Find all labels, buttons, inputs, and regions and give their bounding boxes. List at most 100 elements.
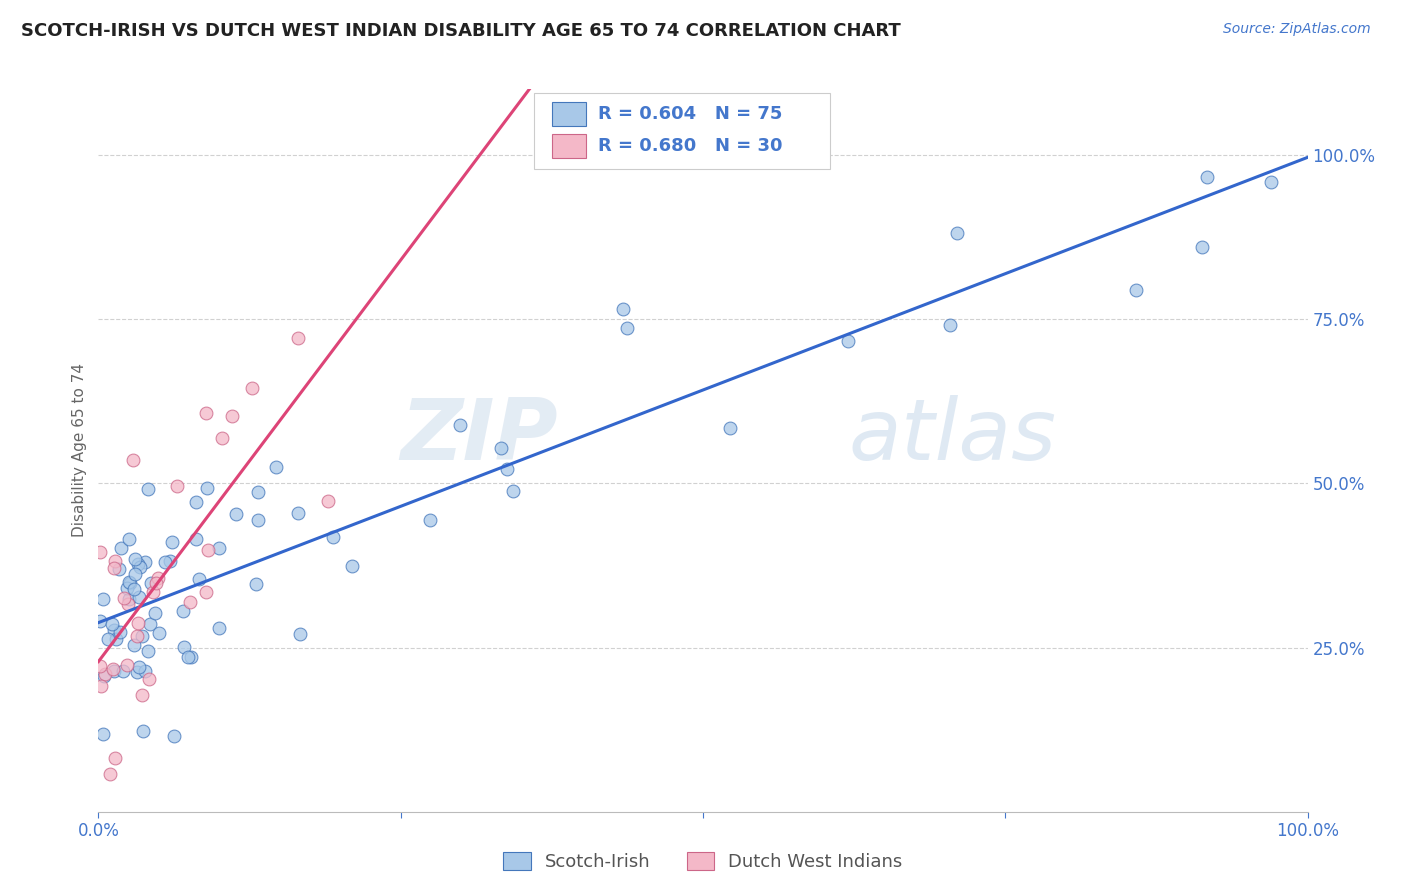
FancyBboxPatch shape <box>551 134 586 158</box>
Point <box>93 669 115 683</box>
Point <box>138 673 160 687</box>
Point <box>103 751 125 765</box>
Point <box>136 482 159 496</box>
Point <box>419 513 441 527</box>
Point <box>612 301 634 316</box>
Point <box>163 729 186 743</box>
Point <box>125 665 148 680</box>
Point <box>108 625 131 640</box>
Point <box>118 574 141 589</box>
Point <box>188 572 211 586</box>
Point <box>89 658 111 673</box>
Point <box>489 442 512 456</box>
Text: ZIP: ZIP <box>401 394 558 477</box>
Point <box>287 507 309 521</box>
Point <box>195 406 218 420</box>
Point <box>94 666 117 681</box>
FancyBboxPatch shape <box>551 103 586 126</box>
Point <box>127 558 149 572</box>
Point <box>136 643 159 657</box>
Legend: Scotch-Irish, Dutch West Indians: Scotch-Irish, Dutch West Indians <box>496 846 910 879</box>
Point <box>128 660 150 674</box>
Point <box>112 664 135 678</box>
Point <box>945 226 967 240</box>
Point <box>172 604 194 618</box>
Point <box>287 331 309 345</box>
Point <box>122 638 145 652</box>
Point <box>141 576 163 591</box>
Point <box>131 629 153 643</box>
Point <box>290 627 312 641</box>
Point <box>616 321 638 335</box>
Point <box>127 629 149 643</box>
Point <box>128 590 150 604</box>
Point <box>316 493 339 508</box>
Point <box>124 551 146 566</box>
Point <box>103 561 125 575</box>
Point <box>173 640 195 654</box>
Point <box>246 484 269 499</box>
Point <box>179 595 201 609</box>
Point <box>101 662 124 676</box>
Point <box>495 462 517 476</box>
Point <box>148 625 170 640</box>
Point <box>100 617 122 632</box>
Point <box>117 598 139 612</box>
FancyBboxPatch shape <box>534 93 830 169</box>
Point <box>155 555 177 569</box>
Point <box>129 560 152 574</box>
Point <box>208 621 231 635</box>
Point <box>97 632 120 647</box>
Point <box>180 650 202 665</box>
Point <box>322 530 344 544</box>
Point <box>134 555 156 569</box>
Point <box>118 592 141 607</box>
Point <box>115 657 138 672</box>
Point <box>103 623 125 637</box>
Point <box>197 542 219 557</box>
Point <box>104 632 127 646</box>
Point <box>225 507 247 521</box>
Point <box>166 479 188 493</box>
Point <box>159 554 181 568</box>
Text: R = 0.680   N = 30: R = 0.680 N = 30 <box>598 136 782 154</box>
Text: atlas: atlas <box>848 394 1056 477</box>
Y-axis label: Disability Age 65 to 74: Disability Age 65 to 74 <box>72 363 87 538</box>
Point <box>127 616 149 631</box>
Point <box>146 571 169 585</box>
Point <box>160 535 183 549</box>
Point <box>143 606 166 620</box>
Point <box>195 481 218 495</box>
Point <box>122 582 145 596</box>
Point <box>120 575 142 590</box>
Point <box>1125 283 1147 297</box>
Point <box>90 679 112 693</box>
Point <box>112 591 135 605</box>
Point <box>108 562 131 576</box>
Point <box>139 616 162 631</box>
Point <box>342 559 364 574</box>
Point <box>91 591 114 606</box>
Point <box>1191 240 1213 254</box>
Point <box>104 554 127 568</box>
Point <box>221 409 243 424</box>
Point <box>245 577 267 591</box>
Point <box>118 532 141 546</box>
Point <box>184 495 207 509</box>
Point <box>124 566 146 581</box>
Point <box>145 576 167 591</box>
Point <box>449 418 471 433</box>
Point <box>1195 169 1218 184</box>
Text: Source: ZipAtlas.com: Source: ZipAtlas.com <box>1223 22 1371 37</box>
Point <box>177 649 200 664</box>
Point <box>110 541 132 555</box>
Point <box>142 585 165 599</box>
Point <box>195 585 218 599</box>
Point <box>240 381 263 395</box>
Point <box>184 532 207 546</box>
Point <box>266 459 288 474</box>
Point <box>122 453 145 467</box>
Point <box>103 664 125 678</box>
Point <box>837 334 859 348</box>
Point <box>211 431 233 445</box>
